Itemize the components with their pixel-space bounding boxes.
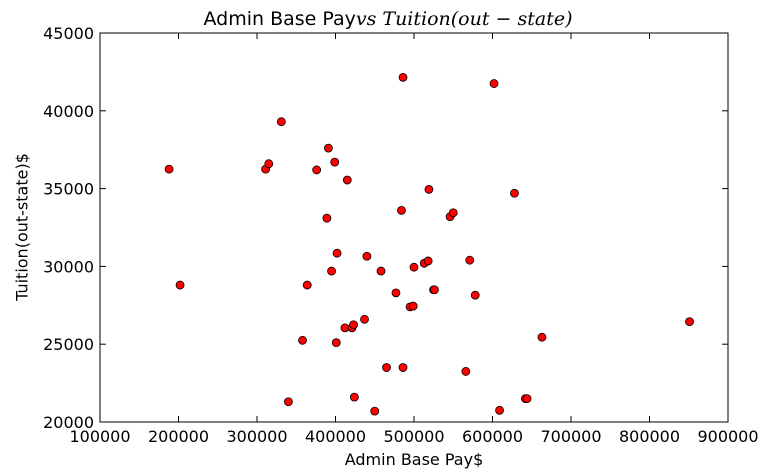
data-point: [489, 79, 499, 88]
data-point: [423, 256, 433, 266]
y-tick-label: 25000: [43, 335, 94, 354]
data-point: [327, 266, 336, 276]
chart-title-plain: Admin Base Pay: [203, 8, 356, 30]
chart-title: Admin Base Payvs Tuition(out − state): [0, 8, 776, 30]
data-point: [360, 314, 369, 324]
data-point: [391, 288, 401, 298]
x-tick-label: 400000: [305, 427, 366, 446]
y-tick-label: 45000: [43, 24, 94, 43]
data-point: [537, 332, 547, 342]
data-point: [510, 188, 519, 198]
data-point: [322, 213, 332, 223]
x-tick-label: 800000: [619, 427, 680, 446]
x-tick-label: 500000: [383, 427, 444, 446]
data-point: [408, 301, 418, 311]
data-point: [465, 255, 475, 265]
data-point: [685, 317, 694, 327]
data-point: [430, 285, 439, 295]
data-point: [330, 157, 340, 167]
points-layer: [164, 72, 694, 416]
data-point: [276, 117, 286, 127]
data-point: [398, 363, 408, 372]
data-point: [495, 405, 504, 415]
y-tick-label: 20000: [43, 413, 94, 432]
data-point: [424, 184, 434, 194]
data-point: [349, 320, 358, 330]
data-point: [397, 205, 406, 215]
x-tick-label: 200000: [148, 427, 209, 446]
x-tick-label: 600000: [462, 427, 523, 446]
data-point: [302, 280, 312, 290]
data-point: [461, 367, 471, 376]
data-point: [349, 392, 359, 402]
x-tick-label: 300000: [226, 427, 287, 446]
data-point: [470, 290, 480, 300]
data-point: [324, 143, 333, 153]
y-axis-label: Tuition(out-state)$: [12, 153, 32, 301]
data-point: [264, 159, 274, 169]
chart-title-math: vs Tuition(out − state): [355, 8, 573, 30]
data-point: [175, 280, 185, 290]
data-point: [332, 248, 342, 258]
ticks-layer: 100000 200000 300000 400000 500000 600000 7000…: [43, 24, 758, 446]
y-tick-label: 40000: [43, 102, 94, 121]
x-tick-label: 100000: [69, 427, 130, 446]
data-point: [164, 164, 174, 174]
y-tick-label: 35000: [43, 180, 94, 199]
plot-frame: [99, 32, 729, 423]
data-point: [283, 397, 293, 407]
x-axis-label: Admin Base Pay$: [344, 450, 484, 469]
data-point: [362, 251, 372, 261]
data-point: [298, 335, 307, 345]
data-point: [376, 266, 386, 276]
data-point: [409, 262, 419, 272]
data-point: [382, 363, 391, 372]
data-point: [312, 165, 322, 175]
data-point: [522, 394, 532, 404]
data-point: [448, 208, 458, 218]
y-tick-label: 30000: [43, 257, 94, 276]
data-point: [342, 175, 352, 185]
data-point: [398, 72, 408, 82]
x-tick-label: 900000: [697, 427, 758, 446]
data-point: [331, 338, 341, 348]
data-point: [370, 406, 380, 416]
x-tick-label: 700000: [540, 427, 601, 446]
